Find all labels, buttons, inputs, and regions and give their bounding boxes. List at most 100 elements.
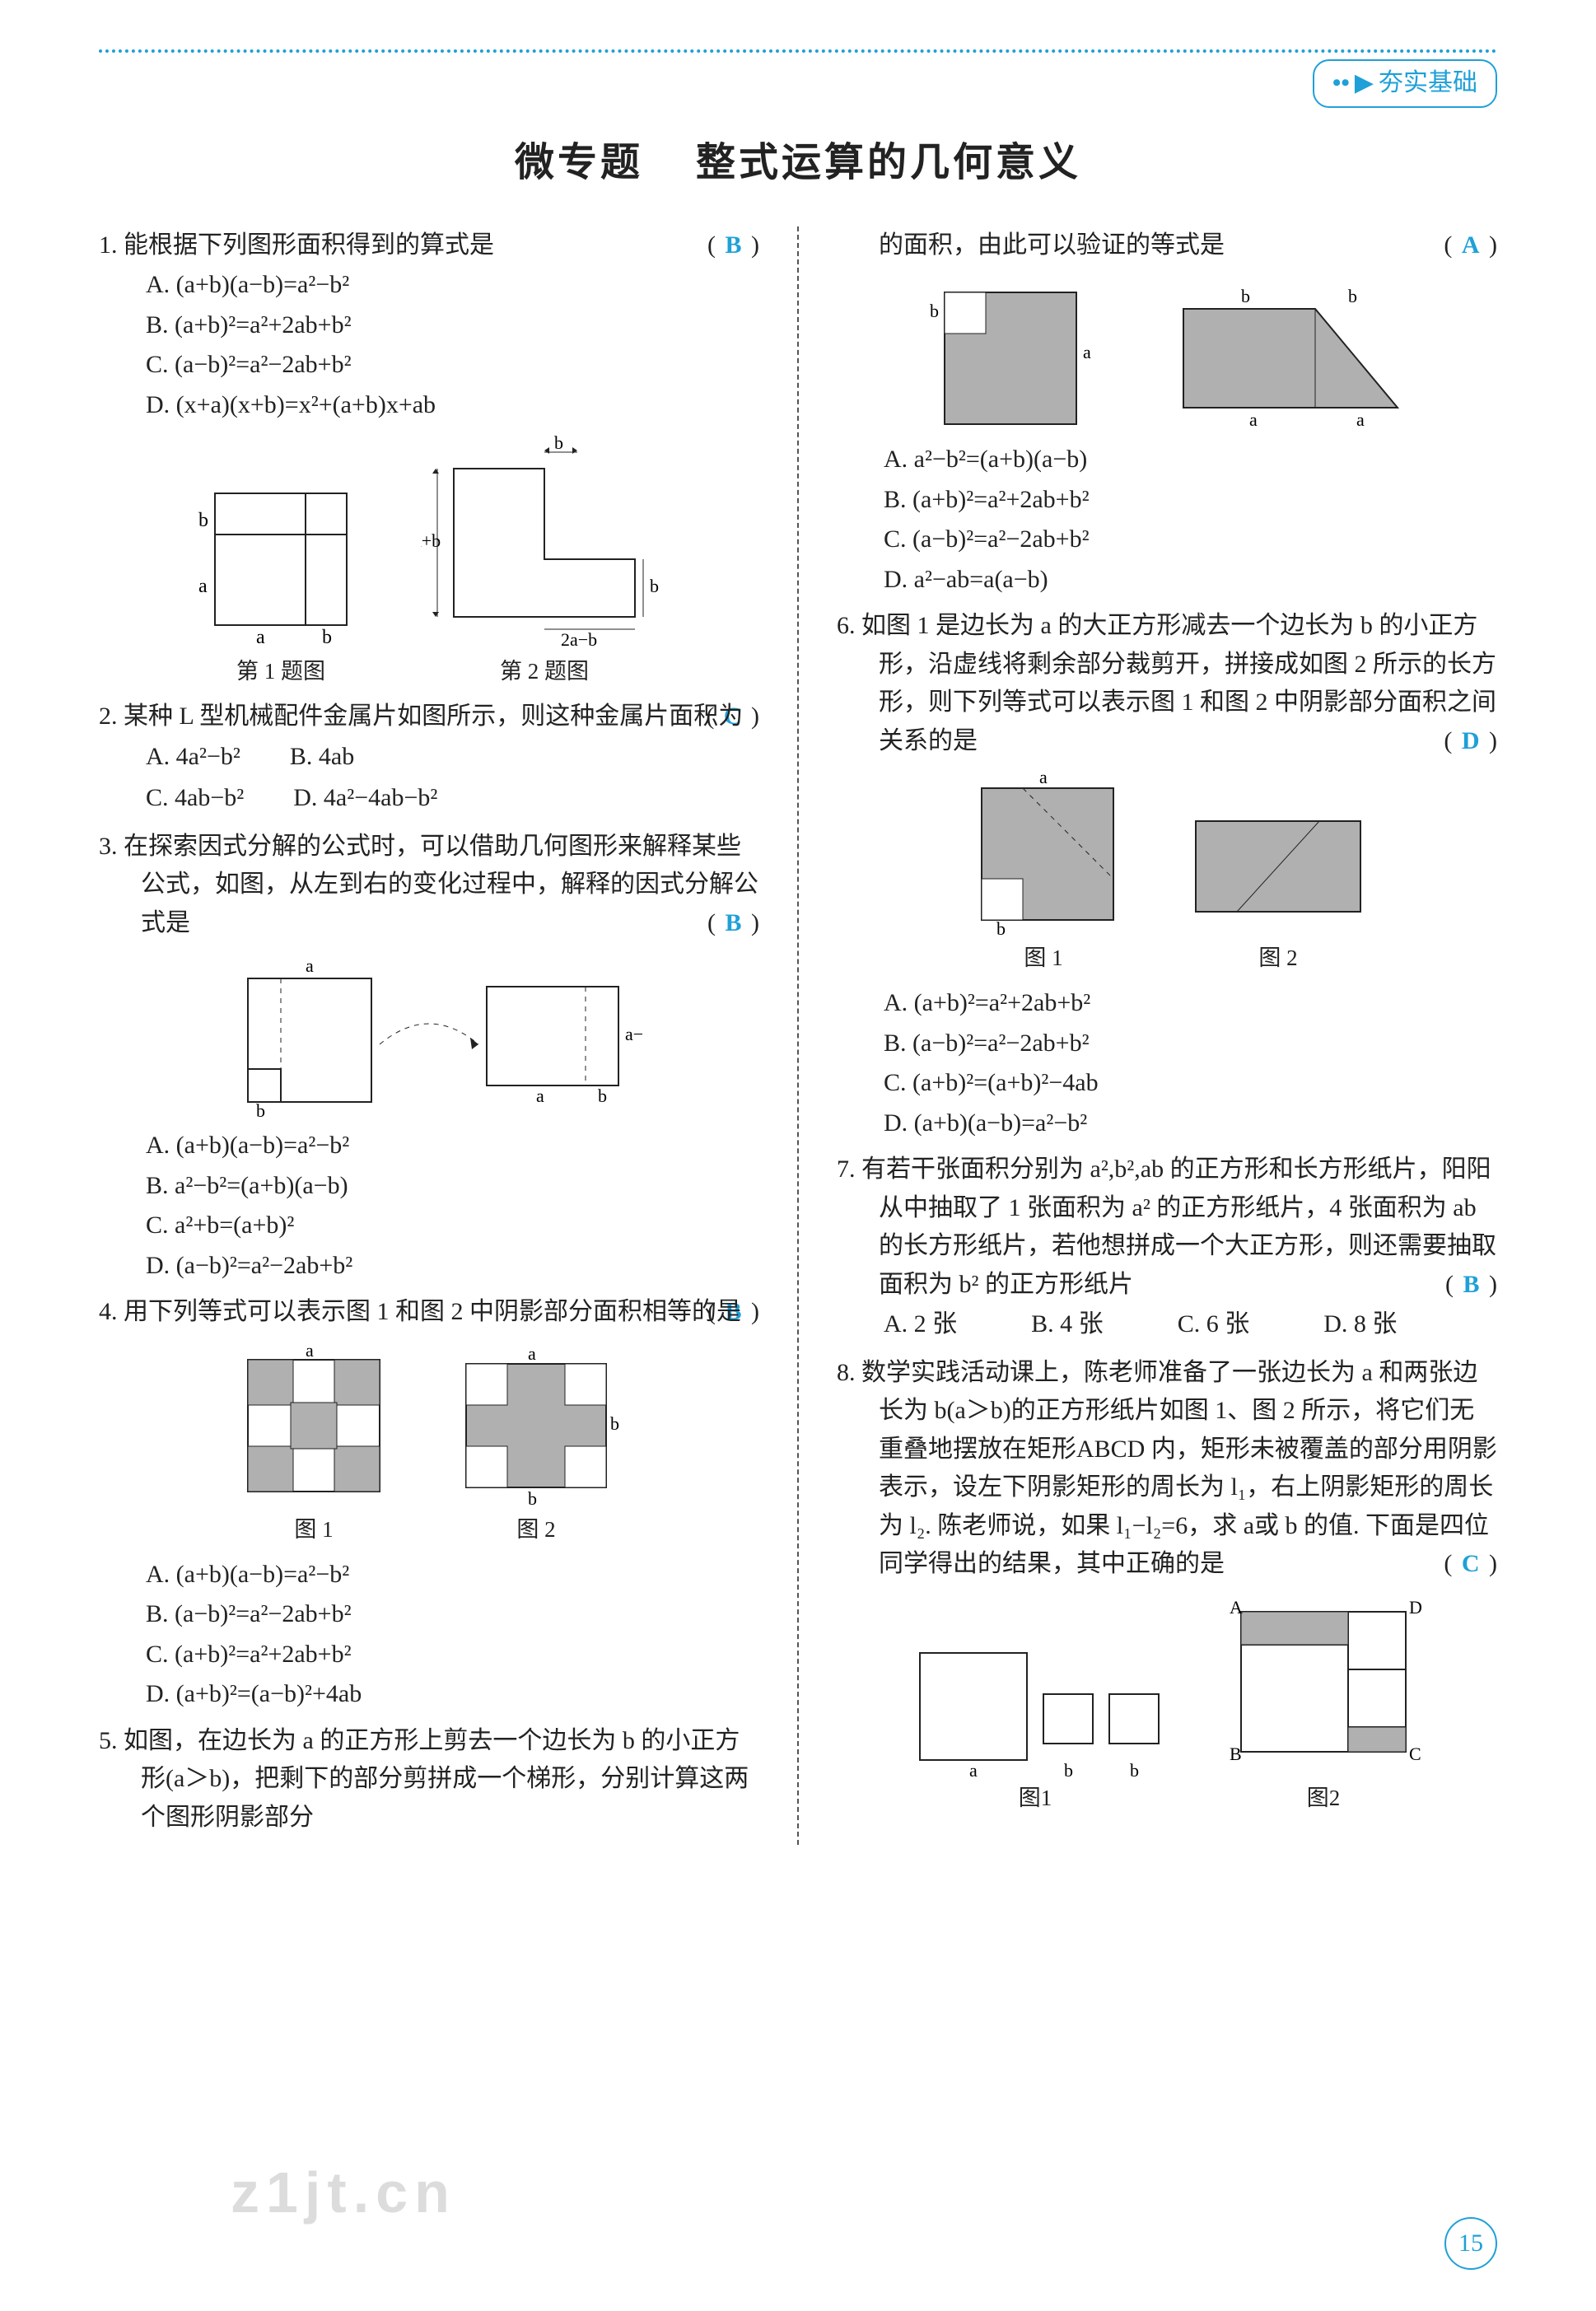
q8-stem: 8. 数学实践活动课上，陈老师准备了一张边长为 a 和两张边长为 b(a＞b)的… [837, 1354, 1497, 1584]
q2-diagram-icon: b 2a+b b 2a−b [421, 436, 668, 650]
q5-opt-b: B. (a+b)²=a²+2ab+b² [884, 481, 1497, 520]
svg-text:b: b [1241, 286, 1250, 306]
q3-opt-a: A. (a+b)(a−b)=a²−b² [146, 1127, 759, 1165]
q4-fig2-icon: a b b [446, 1343, 627, 1508]
q8-cap2: 图2 [1216, 1781, 1430, 1816]
q5-opt-d: D. a²−ab=a(a−b) [884, 561, 1497, 600]
svg-text:a: a [528, 1343, 536, 1364]
q2-opt-c: C. 4ab−b² [146, 779, 244, 818]
q3-diagram-icon: a b a b a−b [215, 954, 643, 1118]
q4-options: A. (a+b)(a−b)=a²−b² B. (a−b)²=a²−2ab+b² … [99, 1556, 759, 1714]
q3-stem: 3. 在探索因式分解的公式时，可以借助几何图形来解释某些公式，如图，从左到右的变… [99, 828, 759, 943]
q2-opt-b: B. 4ab [290, 738, 354, 777]
q1-options: A. (a+b)(a−b)=a²−b² B. (a+b)²=a²+2ab+b² … [99, 266, 759, 424]
svg-text:a: a [306, 955, 314, 976]
column-divider [797, 226, 799, 1845]
q7-opt-c: C. 6 张 [1178, 1305, 1250, 1344]
q4-fig1-icon: a [231, 1343, 396, 1508]
q7-opt-d: D. 8 张 [1323, 1305, 1397, 1344]
question-8: 8. 数学实践活动课上，陈老师准备了一张边长为 a 和两张边长为 b(a＞b)的… [837, 1354, 1497, 1816]
q6-fig1-icon: a b [957, 772, 1130, 936]
q4-opt-d: D. (a+b)²=(a−b)²+4ab [146, 1675, 759, 1714]
svg-text:b: b [930, 301, 939, 321]
q3-answer: B [725, 909, 741, 936]
q2-opt-a: A. 4a²−b² [146, 738, 240, 777]
svg-text:a: a [306, 1343, 314, 1361]
svg-text:b: b [554, 436, 563, 453]
q6-stem: 6. 如图 1 是边长为 a 的大正方形减去一个边长为 b 的小正方形，沿虚线将… [837, 607, 1497, 760]
svg-text:a: a [1083, 342, 1091, 362]
title-left: 微专题 [515, 141, 643, 184]
watermark-text: z1jt.cn [231, 2148, 456, 2238]
q2-stem: 2. 某种 L 型机械配件金属片如图所示，则这种金属片面积为 ( C ) [99, 698, 759, 736]
svg-text:2a+b: 2a+b [421, 530, 441, 551]
q7-answer: B [1463, 1271, 1479, 1298]
svg-text:a: a [1356, 409, 1365, 430]
q6-opt-b: B. (a−b)²=a²−2ab+b² [884, 1025, 1497, 1063]
q8-answer: C [1462, 1550, 1480, 1577]
q1-answer: B [725, 231, 741, 259]
q7-options: A. 2 张 B. 4 张 C. 6 张 D. 8 张 [837, 1304, 1497, 1346]
svg-text:b: b [1130, 1760, 1139, 1776]
svg-text:A: A [1230, 1597, 1243, 1618]
svg-text:a−b: a−b [625, 1024, 643, 1044]
content-columns: 1. 能根据下列图形面积得到的算式是 ( B ) A. (a+b)(a−b)=a… [99, 226, 1497, 1845]
q6-opt-d: D. (a+b)(a−b)=a²−b² [884, 1104, 1497, 1143]
q6-fig2-icon [1179, 796, 1377, 936]
q2-caption: 第 2 题图 [421, 655, 668, 689]
svg-text:b: b [996, 918, 1006, 936]
q5-opt-a: A. a²−b²=(a+b)(a−b) [884, 441, 1497, 479]
q5-fig1-icon: b a [920, 276, 1101, 432]
svg-text:b: b [1064, 1760, 1073, 1776]
q6-figure: a b 图 1 图 2 [837, 772, 1497, 976]
question-2: 2. 某种 L 型机械配件金属片如图所示，则这种金属片面积为 ( C ) A. … [99, 698, 759, 819]
q5-options: A. a²−b²=(a+b)(a−b) B. (a+b)²=a²+2ab+b² … [837, 441, 1497, 599]
svg-text:a: a [1249, 409, 1258, 430]
q6-cap2: 图 2 [1179, 941, 1377, 976]
q1-diagram-icon: b a a b [190, 469, 371, 650]
question-7: 7. 有若干张面积分别为 a²,b²,ab 的正方形和长方形纸片，阳阳从中抽取了… [837, 1151, 1497, 1346]
q5-answer: A [1462, 231, 1480, 259]
svg-text:b: b [198, 510, 208, 531]
q8-cap1: 图1 [903, 1781, 1167, 1816]
q5-opt-c: C. (a−b)²=a²−2ab+b² [884, 521, 1497, 559]
q7-opt-a: A. 2 张 [884, 1305, 957, 1344]
section-tag: •• ▶ 夯实基础 [1313, 59, 1497, 108]
svg-text:a: a [1039, 772, 1048, 787]
q5-stem: 5. 如图，在边长为 a 的正方形上剪去一个边长为 b 的小正方形(a＞b)，把… [99, 1722, 759, 1837]
q4-opt-b: B. (a−b)²=a²−2ab+b² [146, 1595, 759, 1634]
q8-figure: a b b 图1 A D [837, 1595, 1497, 1816]
q2-options-row1: A. 4a²−b² B. 4ab [99, 736, 759, 778]
svg-text:C: C [1409, 1744, 1421, 1764]
q4-figure: a 图 1 a b b 图 2 [99, 1343, 759, 1548]
q8-fig1-icon: a b b [903, 1628, 1167, 1776]
tag-arrow-icon: ▶ [1355, 64, 1374, 103]
question-1: 1. 能根据下列图形面积得到的算式是 ( B ) A. (a+b)(a−b)=a… [99, 226, 759, 689]
svg-text:a: a [969, 1760, 978, 1776]
question-3: 3. 在探索因式分解的公式时，可以借助几何图形来解释某些公式，如图，从左到右的变… [99, 828, 759, 1286]
question-6: 6. 如图 1 是边长为 a 的大正方形减去一个边长为 b 的小正方形，沿虚线将… [837, 607, 1497, 1142]
svg-text:b: b [1348, 286, 1357, 306]
q6-opt-c: C. (a+b)²=(a+b)²−4ab [884, 1064, 1497, 1103]
svg-text:b: b [598, 1085, 607, 1106]
q1-q2-figures: b a a b 第 1 题图 b 2a+b b [99, 436, 759, 689]
svg-text:b: b [528, 1488, 537, 1508]
q3-options: A. (a+b)(a−b)=a²−b² B. a²−b²=(a+b)(a−b) … [99, 1127, 759, 1285]
q4-opt-c: C. (a+b)²=a²+2ab+b² [146, 1636, 759, 1674]
q1-stem: 1. 能根据下列图形面积得到的算式是 ( B ) [99, 226, 759, 265]
q7-opt-b: B. 4 张 [1031, 1305, 1104, 1344]
q1-opt-d: D. (x+a)(x+b)=x²+(a+b)x+ab [146, 386, 759, 425]
q8-fig2-icon: A D B C [1216, 1595, 1430, 1776]
tag-dots: •• [1332, 64, 1350, 103]
q3-opt-b: B. a²−b²=(a+b)(a−b) [146, 1167, 759, 1206]
svg-text:a: a [256, 627, 265, 648]
svg-text:b: b [256, 1100, 265, 1118]
q6-options: A. (a+b)²=a²+2ab+b² B. (a−b)²=a²−2ab+b² … [837, 984, 1497, 1142]
q3-opt-c: C. a²+b=(a+b)² [146, 1207, 759, 1245]
svg-text:B: B [1230, 1744, 1242, 1764]
svg-text:b: b [650, 576, 659, 596]
q5-figure: b a b b a a [837, 276, 1497, 432]
q6-opt-a: A. (a+b)²=a²+2ab+b² [884, 984, 1497, 1023]
q3-figure: a b a b a−b [99, 954, 759, 1118]
q6-answer: D [1462, 727, 1480, 754]
